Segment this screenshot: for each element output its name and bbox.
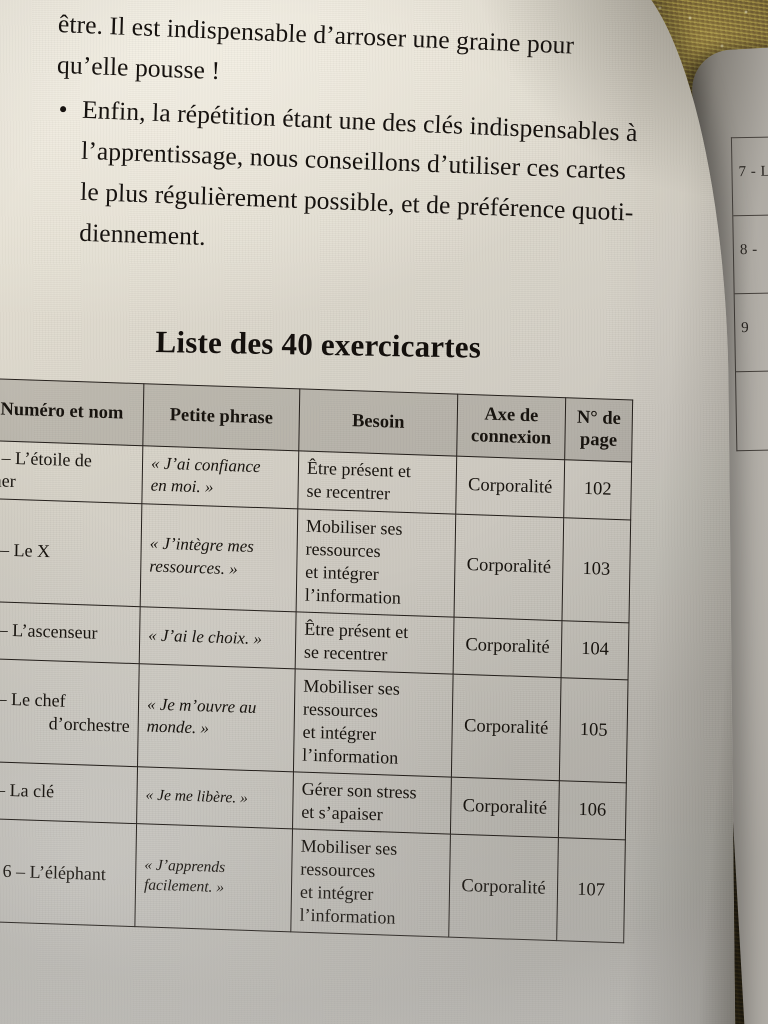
cell-numero-line1: 1 – L’étoile de	[0, 447, 93, 471]
cell-petite-phrase: « J’apprends facilement. »	[134, 823, 293, 933]
cell-numero: 3 – L’ascenseur	[0, 601, 141, 664]
table-body: 1 – L’étoile de mer « J’ai confiance en …	[0, 440, 632, 944]
cell-page: 104	[561, 620, 629, 680]
adjacent-row-9: 9	[734, 291, 768, 373]
cell-axe: Corporalité	[450, 777, 560, 838]
adjacent-row-7: 7 - L	[731, 135, 768, 217]
cell-numero: 1 – L’étoile de mer	[0, 440, 143, 504]
cell-besoin: Mobiliser ses ressources et intégrer l’i…	[293, 668, 454, 778]
cell-numero: 5 – La clé	[0, 761, 138, 824]
table-row: 6 – L’éléphant « J’apprends facilement. …	[0, 818, 626, 944]
cell-besoin-line2: se recentrer	[306, 481, 391, 504]
adjacent-row-8: 8 -	[733, 213, 768, 295]
cell-phrase-line2: facilement. »	[143, 876, 225, 897]
cell-page: 106	[558, 780, 627, 841]
cell-numero: 2 – Le X	[0, 498, 142, 607]
exercicartes-table: Numéro et nom Petite phrase Besoin Axe d…	[0, 378, 633, 944]
cell-numero: 4 – Le chef d’orchestre	[0, 658, 140, 767]
table-row: 4 – Le chef d’orchestre « Je m’ouvre au …	[0, 658, 629, 783]
column-header-axe-line1: Axe de	[484, 404, 539, 426]
cell-petite-phrase: « J’ai confiance en moi. »	[141, 445, 299, 509]
adjacent-page-table: 7 - L 8 - 9	[730, 134, 768, 452]
column-header-axe-line2: connexion	[470, 425, 552, 449]
bullet-point-icon	[60, 105, 67, 112]
cell-axe: Corporalité	[448, 834, 559, 941]
cell-besoin: Gérer son stress et s’apaiser	[292, 771, 452, 835]
cell-besoin-line4: l’information	[304, 584, 402, 608]
cell-besoin: Être présent et se recentrer	[295, 611, 455, 675]
cell-numero: 6 – L’éléphant	[0, 818, 137, 927]
cell-petite-phrase: « J’intègre mes ressources. »	[140, 503, 298, 612]
column-header-besoin: Besoin	[298, 388, 458, 457]
cell-phrase-line2: ressources. »	[149, 556, 238, 579]
cell-numero-line2: mer	[0, 470, 16, 492]
column-header-page-line1: N° de	[576, 407, 621, 429]
cell-besoin-line4: l’information	[299, 904, 396, 929]
exercicartes-table-wrapper: Numéro et nom Petite phrase Besoin Axe d…	[0, 378, 633, 944]
column-header-axe: Axe de connexion	[456, 394, 566, 460]
column-header-numero: Numéro et nom	[0, 378, 144, 446]
adjacent-row-10	[736, 370, 768, 450]
cell-besoin-line2: se recentrer	[303, 641, 388, 665]
cell-besoin-line4: l’information	[302, 744, 399, 768]
column-header-petite-phrase: Petite phrase	[142, 383, 300, 451]
cell-phrase-line2: en moi. »	[150, 475, 214, 497]
bullet-paragraph: Enfin, la répétition étant une des clés …	[53, 88, 686, 274]
cell-numero-line2: d’orchestre	[48, 713, 130, 736]
cell-numero-line1: 4 – Le chef	[0, 688, 66, 711]
body-text: être. Il est indispensable d’arroser une…	[53, 3, 688, 274]
cell-axe: Corporalité	[454, 513, 564, 621]
cell-axe: Corporalité	[453, 617, 562, 678]
cell-petite-phrase: « J’ai le choix. »	[139, 606, 297, 669]
cell-page: 105	[559, 677, 629, 783]
cell-page: 102	[563, 459, 632, 520]
cell-besoin-line2: et s’apaiser	[301, 801, 383, 825]
cell-phrase-line2: monde. »	[146, 716, 210, 738]
cell-page: 107	[556, 837, 626, 944]
column-header-page-line2: page	[579, 429, 618, 451]
cell-axe: Corporalité	[451, 674, 562, 781]
cell-petite-phrase: « Je me libère. »	[136, 766, 294, 829]
cell-besoin: Mobiliser ses ressources et intégrer l’i…	[296, 508, 456, 618]
cell-axe: Corporalité	[455, 456, 565, 518]
table-title: Liste des 40 exercicartes	[155, 323, 482, 365]
column-header-page: N° de page	[564, 397, 633, 462]
book-page-left: être. Il est indispensable d’arroser une…	[0, 0, 736, 1024]
cell-page: 103	[561, 517, 631, 623]
cell-besoin: Être présent et se recentrer	[297, 450, 457, 514]
cell-petite-phrase: « Je m’ouvre au monde. »	[137, 663, 296, 772]
cell-besoin: Mobiliser ses ressources et intégrer l’i…	[290, 828, 451, 938]
